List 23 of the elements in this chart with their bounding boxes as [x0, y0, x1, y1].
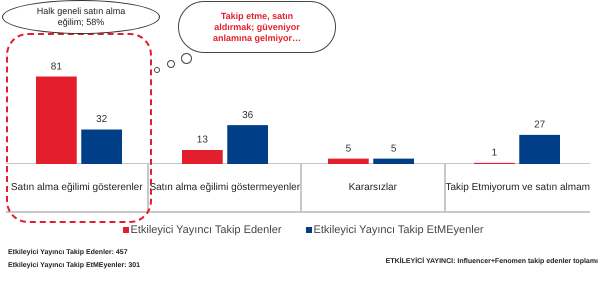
- data-label: 27: [534, 120, 546, 131]
- bar: [182, 150, 223, 164]
- ellipse-callout: Halk geneli satın alma eğilim; 58%: [2, 0, 160, 34]
- legend-label: Etkileyici Yayıncı Takip Edenler: [130, 224, 282, 236]
- x-tick-label: Takip Etmiyorum ve satın almam: [444, 163, 590, 211]
- x-tick-label: Kararsızlar: [300, 163, 444, 211]
- data-label: 36: [242, 110, 254, 121]
- data-label: 1: [492, 148, 498, 159]
- data-label: 5: [346, 143, 352, 154]
- legend-label: Etkileyici Yayıncı Takip EtMEyenler: [314, 224, 484, 236]
- bar: [81, 129, 122, 164]
- x-tick-label: Satın alma eğilimi gösterenler: [10, 180, 144, 194]
- bar: [328, 158, 369, 164]
- cloud-callout: Takip etme, satın aldırmak; güveniyor anlamına gelmiyor…: [178, 1, 336, 53]
- data-label: 13: [196, 134, 208, 146]
- bar: [519, 134, 560, 164]
- data-label: 5: [390, 143, 397, 154]
- bar: [373, 158, 414, 164]
- data-label: 81: [50, 61, 62, 72]
- data-label: 32: [96, 114, 108, 126]
- bar: [227, 125, 268, 164]
- bar: [36, 76, 77, 164]
- x-tick-label: Satın alma eğilimi göstermeyenler: [147, 163, 300, 211]
